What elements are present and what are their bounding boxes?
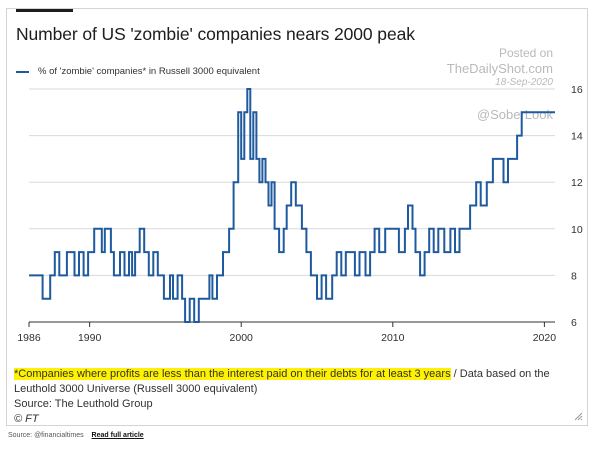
chart-title: Number of US 'zombie' companies nears 20… — [16, 24, 415, 44]
x-tick-label-2000: 2000 — [230, 332, 254, 344]
y-tick-label-16: 16 — [571, 84, 583, 96]
chart-card: Number of US 'zombie' companies nears 20… — [6, 8, 588, 426]
legend-swatch — [16, 70, 29, 73]
ft-credit: © FT — [14, 413, 39, 425]
x-tick-label-2020: 2020 — [533, 332, 557, 344]
title-rule — [16, 9, 73, 12]
y-tick-label-12: 12 — [571, 177, 583, 189]
footnote-definition: *Companies where profits are less than t… — [14, 368, 451, 380]
y-tick-label-6: 6 — [571, 317, 577, 329]
footnote: *Companies where profits are less than t… — [14, 367, 564, 427]
line-chart: 6 8 10 12 14 16 1986 1990 2000 2010 2020 — [17, 84, 583, 344]
read-full-article-link[interactable]: Read full article — [91, 432, 144, 439]
legend: % of 'zombie' companies* in Russell 3000… — [16, 66, 260, 77]
y-tick-label-14: 14 — [571, 131, 583, 143]
footnote-source: Source: The Leuthold Group — [14, 398, 153, 410]
watermark-handle: @SoberLook — [476, 106, 553, 122]
watermark-posted-on: Posted on — [498, 46, 553, 60]
watermark-site: TheDailyShot.com — [446, 61, 553, 76]
x-tick-label-2010: 2010 — [381, 332, 405, 344]
footnote-data-note: / Data based on the Leuthold 3000 Univer… — [14, 368, 550, 395]
x-tick-label-1986: 1986 — [17, 332, 41, 344]
footer-source: Source: @financialtimes — [8, 432, 84, 439]
page-footer: Source: @financialtimes Read full articl… — [8, 432, 144, 439]
y-tick-label-8: 8 — [571, 270, 577, 282]
legend-label: % of 'zombie' companies* in Russell 3000… — [38, 66, 260, 77]
y-tick-label-10: 10 — [571, 224, 583, 236]
watermark: Posted on TheDailyShot.com 18-Sep-2020 @… — [447, 46, 553, 123]
series-line-0 — [29, 88, 555, 323]
resize-handle-icon[interactable] — [574, 412, 583, 421]
x-tick-label-1990: 1990 — [78, 332, 102, 344]
watermark-date: 18-Sep-2020 — [495, 77, 553, 89]
